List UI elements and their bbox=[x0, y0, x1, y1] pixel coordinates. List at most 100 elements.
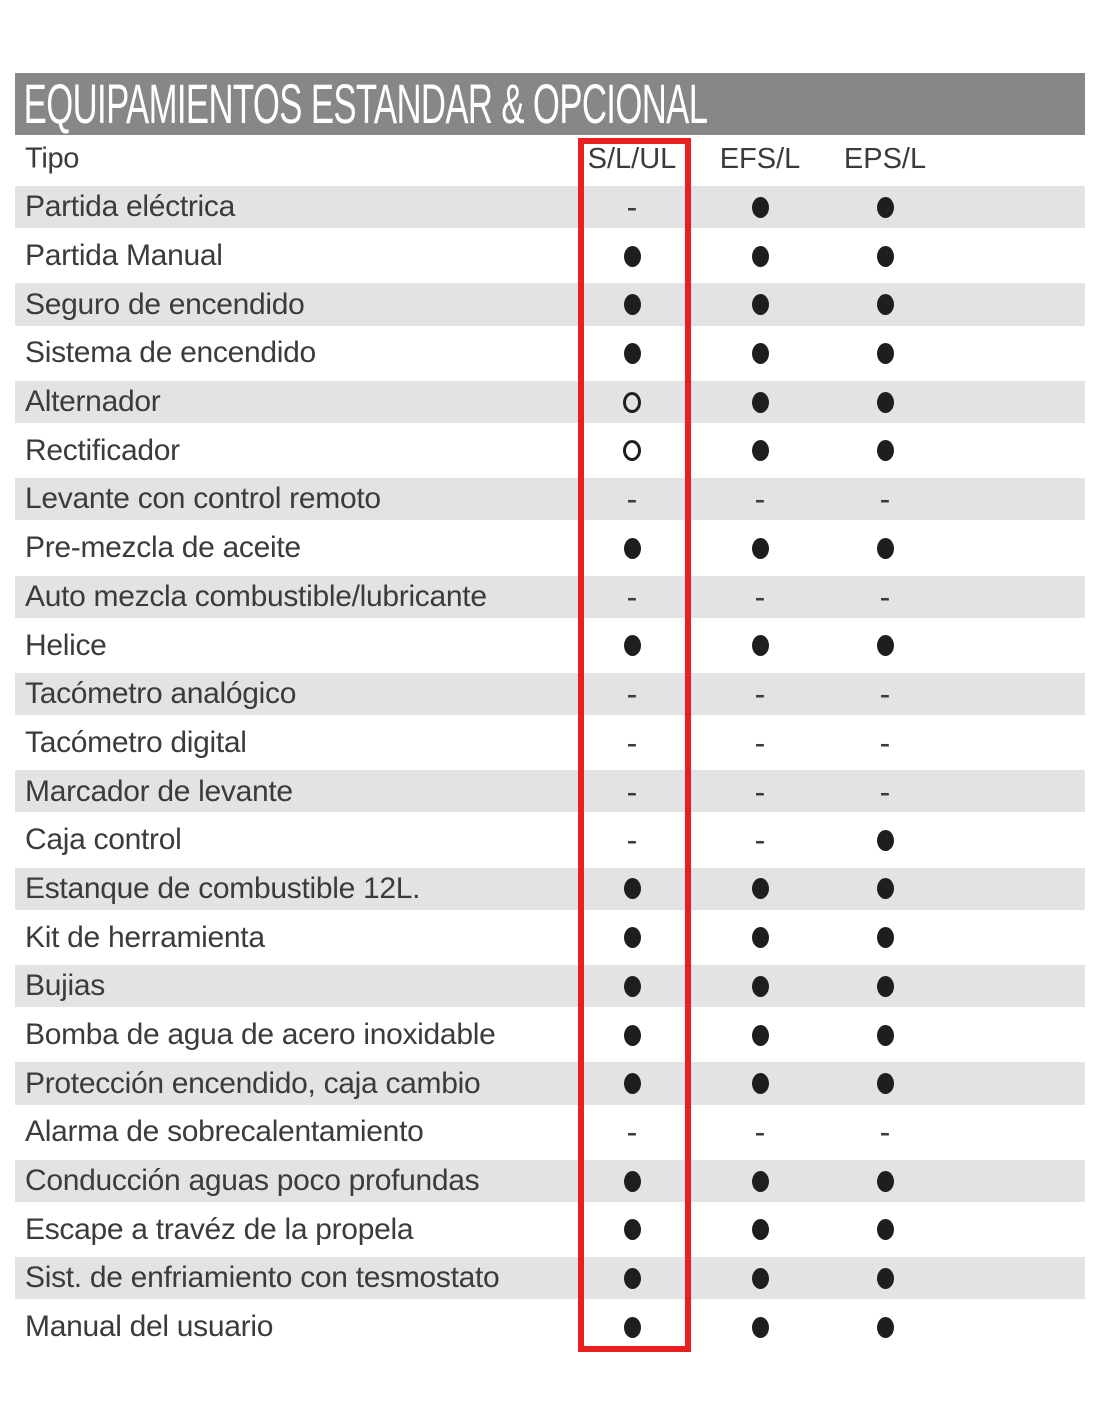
table-row: Helice bbox=[15, 621, 1085, 670]
dash-icon: - bbox=[626, 724, 638, 761]
value-cell: - bbox=[572, 670, 692, 719]
filled-dot-icon bbox=[751, 635, 769, 657]
row-label: Pre-mezcla de aceite bbox=[25, 531, 301, 565]
value-cell bbox=[825, 329, 945, 378]
open-circle-icon bbox=[623, 440, 641, 462]
dash-icon: - bbox=[754, 773, 766, 810]
section-title: EQUIPAMIENTOS ESTANDAR & OPCIONAL bbox=[23, 72, 708, 135]
value-cell bbox=[825, 183, 945, 232]
value-cell: - bbox=[700, 573, 820, 622]
filled-dot-icon bbox=[623, 1073, 641, 1095]
table-row: Estanque de combustible 12L. bbox=[15, 865, 1085, 914]
row-label: Kit de herramienta bbox=[25, 920, 265, 954]
filled-dot-icon bbox=[623, 927, 641, 949]
equipment-table: Tipo S/L/UL EFS/L EPS/L Partida eléctric… bbox=[15, 135, 1085, 1352]
dash-icon: - bbox=[626, 578, 638, 615]
filled-dot-icon bbox=[876, 245, 894, 267]
dash-icon: - bbox=[754, 481, 766, 518]
value-cell: - bbox=[572, 183, 692, 232]
dash-icon: - bbox=[626, 1114, 638, 1151]
row-label: Escape a travéz de la propela bbox=[25, 1212, 414, 1246]
row-label: Bomba de agua de acero inoxidable bbox=[25, 1018, 496, 1052]
filled-dot-icon bbox=[623, 878, 641, 900]
dash-icon: - bbox=[879, 481, 891, 518]
row-label: Auto mezcla combustible/lubricante bbox=[25, 579, 487, 613]
value-cell bbox=[825, 524, 945, 573]
filled-dot-icon bbox=[876, 878, 894, 900]
value-cell: - bbox=[572, 816, 692, 865]
dash-icon: - bbox=[626, 822, 638, 859]
filled-dot-icon bbox=[751, 196, 769, 218]
value-cell bbox=[572, 1011, 692, 1060]
dash-icon: - bbox=[626, 676, 638, 713]
value-cell bbox=[700, 1205, 820, 1254]
value-cell bbox=[825, 1157, 945, 1206]
table-row: Partida Manual bbox=[15, 232, 1085, 281]
value-cell bbox=[572, 426, 692, 475]
dash-icon: - bbox=[879, 1114, 891, 1151]
value-cell bbox=[825, 913, 945, 962]
table-row: Pre-mezcla de aceite bbox=[15, 524, 1085, 573]
table-row: Conducción aguas poco profundas bbox=[15, 1157, 1085, 1206]
filled-dot-icon bbox=[751, 1073, 769, 1095]
row-label: Alarma de sobrecalentamiento bbox=[25, 1115, 424, 1149]
table-row: Tacómetro digital - - - bbox=[15, 719, 1085, 768]
row-label: Conducción aguas poco profundas bbox=[25, 1164, 480, 1198]
table-row: Bujias bbox=[15, 962, 1085, 1011]
filled-dot-icon bbox=[876, 1073, 894, 1095]
value-cell bbox=[700, 1303, 820, 1352]
row-label: Sistema de encendido bbox=[25, 336, 316, 370]
row-label: Sist. de enfriamiento con tesmostato bbox=[25, 1261, 500, 1295]
value-cell: - bbox=[825, 767, 945, 816]
value-cell: - bbox=[825, 475, 945, 524]
value-cell bbox=[825, 1205, 945, 1254]
dash-icon: - bbox=[626, 189, 638, 226]
table-row: Sistema de encendido bbox=[15, 329, 1085, 378]
filled-dot-icon bbox=[623, 975, 641, 997]
value-cell: - bbox=[572, 1108, 692, 1157]
value-cell bbox=[825, 232, 945, 281]
value-cell bbox=[700, 183, 820, 232]
row-label: Manual del usuario bbox=[25, 1310, 274, 1344]
filled-dot-icon bbox=[623, 537, 641, 559]
value-cell bbox=[825, 816, 945, 865]
dash-icon: - bbox=[626, 773, 638, 810]
filled-dot-icon bbox=[876, 537, 894, 559]
value-cell bbox=[700, 426, 820, 475]
value-cell bbox=[825, 378, 945, 427]
value-cell bbox=[572, 1157, 692, 1206]
dash-icon: - bbox=[754, 724, 766, 761]
value-cell bbox=[700, 232, 820, 281]
value-cell bbox=[700, 913, 820, 962]
filled-dot-icon bbox=[623, 245, 641, 267]
row-label: Rectificador bbox=[25, 433, 180, 467]
filled-dot-icon bbox=[876, 342, 894, 364]
section-title-bar: EQUIPAMIENTOS ESTANDAR & OPCIONAL bbox=[15, 73, 1085, 135]
value-cell bbox=[825, 962, 945, 1011]
table-row: Protección encendido, caja cambio bbox=[15, 1059, 1085, 1108]
value-cell bbox=[572, 1303, 692, 1352]
dash-icon: - bbox=[879, 676, 891, 713]
value-cell bbox=[572, 621, 692, 670]
dash-icon: - bbox=[879, 578, 891, 615]
value-cell: - bbox=[700, 816, 820, 865]
filled-dot-icon bbox=[751, 927, 769, 949]
row-label: Protección encendido, caja cambio bbox=[25, 1066, 481, 1100]
filled-dot-icon bbox=[623, 294, 641, 316]
filled-dot-icon bbox=[751, 1024, 769, 1046]
table-row: Alarma de sobrecalentamiento - - - bbox=[15, 1108, 1085, 1157]
value-cell bbox=[825, 280, 945, 329]
filled-dot-icon bbox=[876, 635, 894, 657]
dash-icon: - bbox=[879, 773, 891, 810]
dash-icon: - bbox=[754, 822, 766, 859]
value-cell bbox=[825, 621, 945, 670]
value-cell: - bbox=[572, 475, 692, 524]
table-row: Rectificador bbox=[15, 426, 1085, 475]
filled-dot-icon bbox=[623, 1219, 641, 1241]
table-body: Partida eléctrica - Partida Manual Seguro d… bbox=[15, 183, 1085, 1352]
value-cell bbox=[572, 329, 692, 378]
value-cell: - bbox=[572, 573, 692, 622]
row-label: Partida Manual bbox=[25, 239, 223, 273]
value-cell: - bbox=[700, 719, 820, 768]
